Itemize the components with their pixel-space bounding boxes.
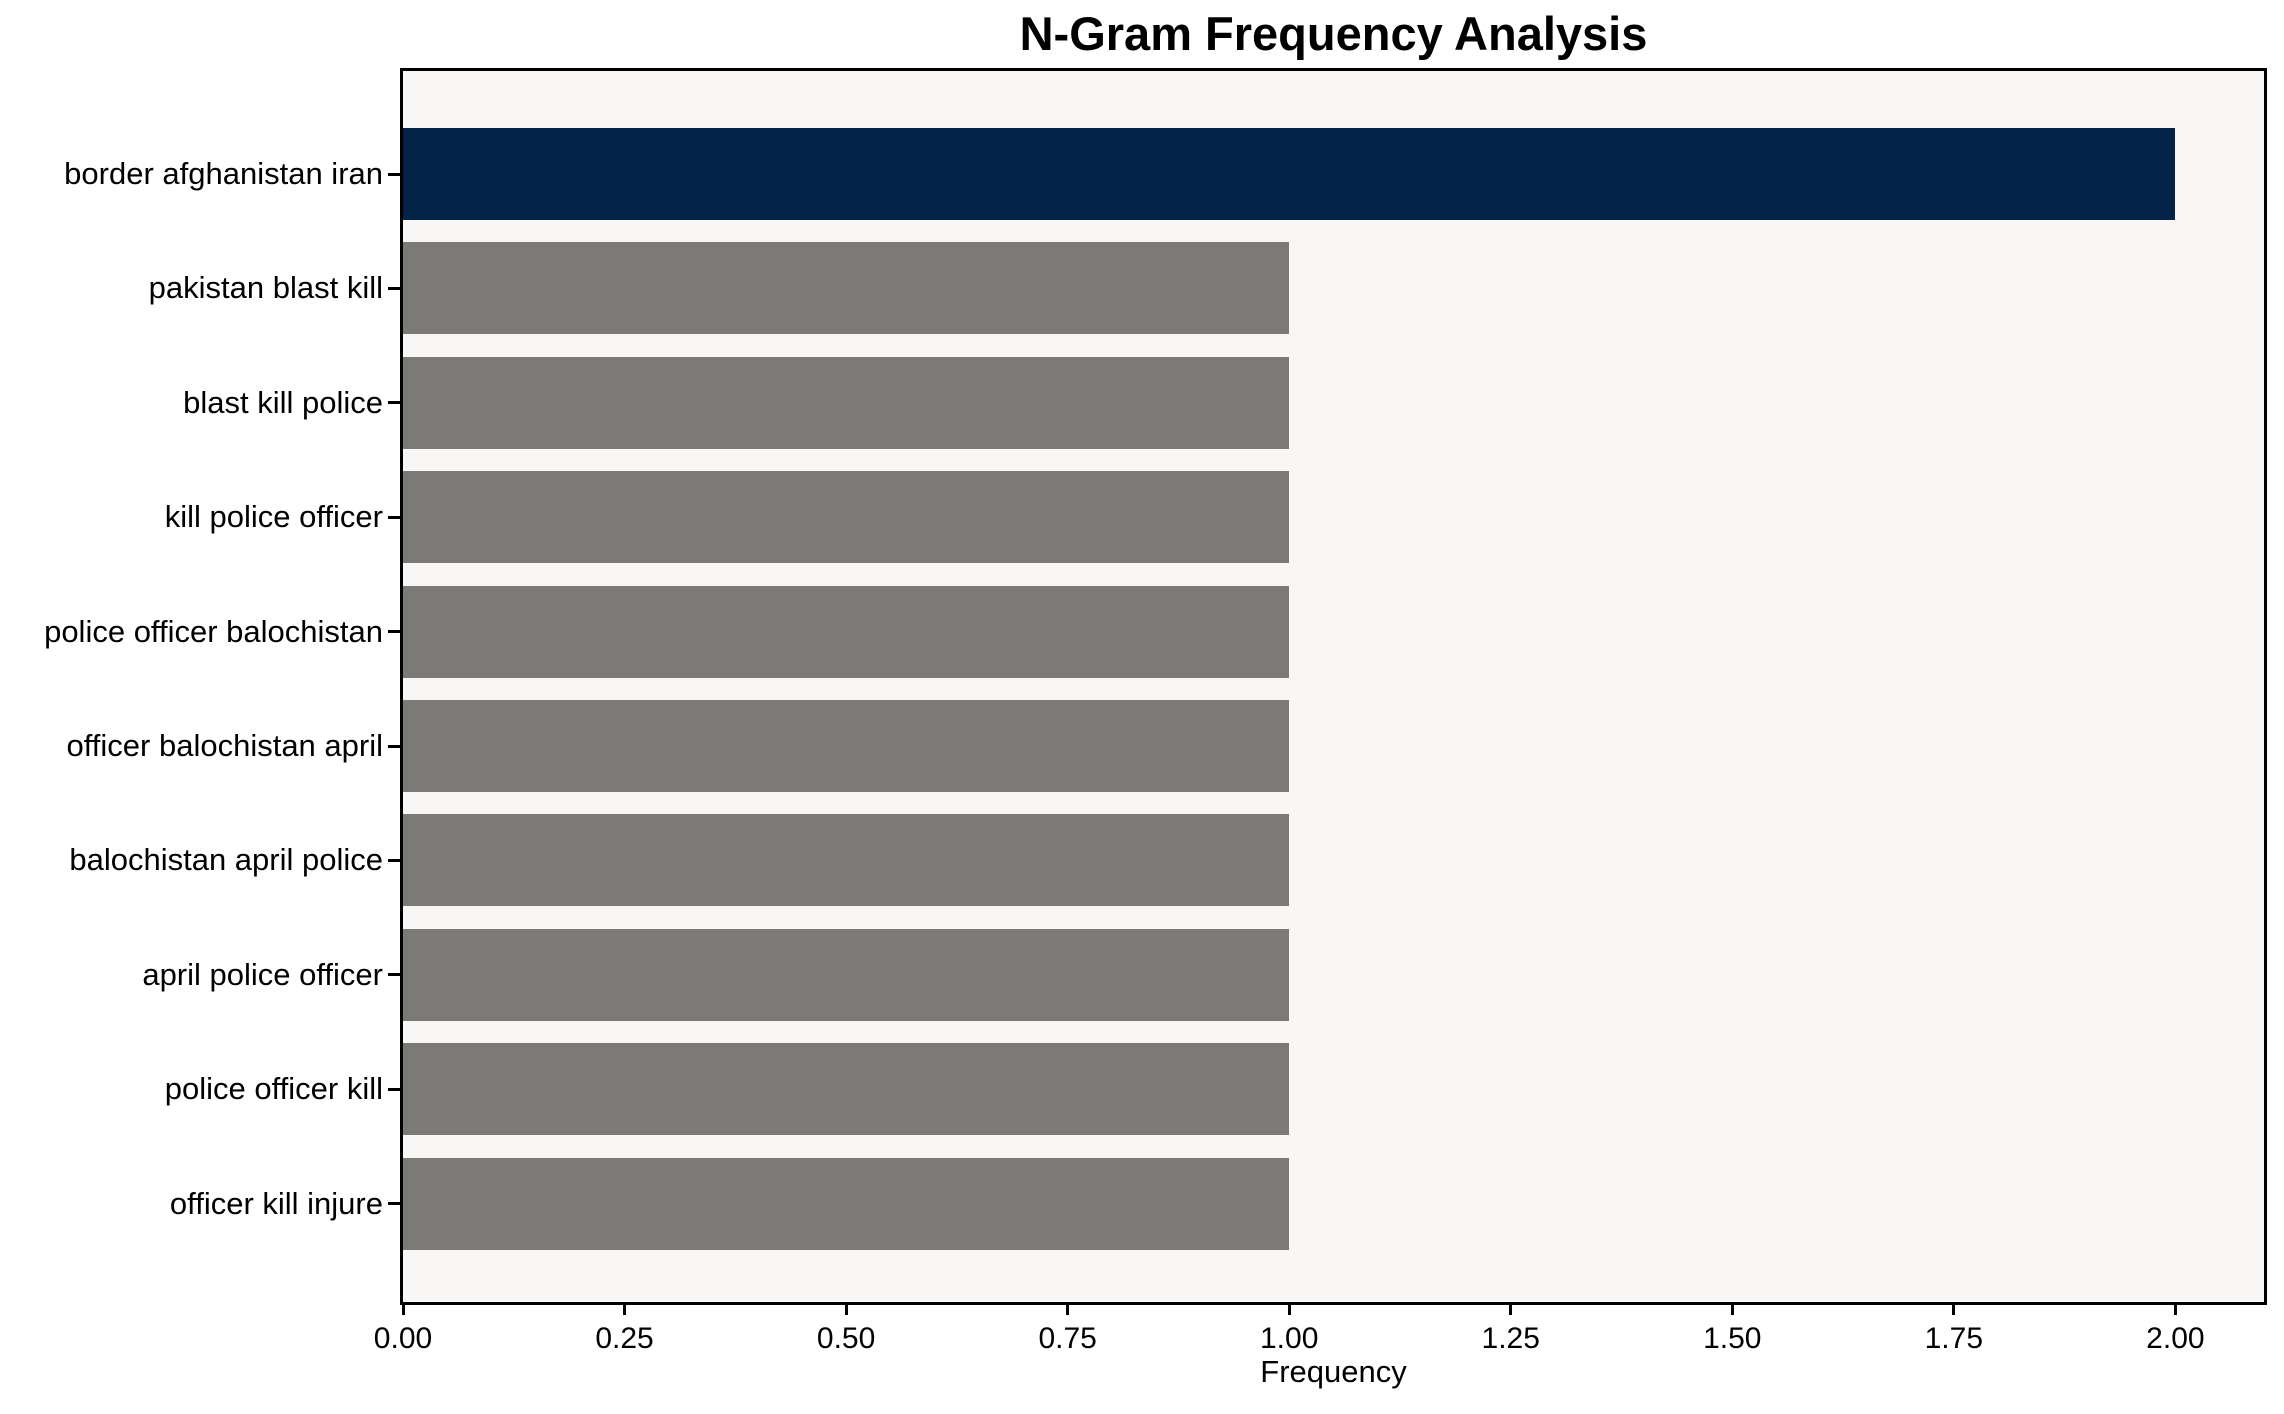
x-tick-label: 1.50 [1703, 1322, 1762, 1355]
y-tick-label: border afghanistan iran [64, 156, 383, 191]
y-tick-mark [388, 744, 400, 748]
y-tick-label: blast kill police [183, 384, 383, 420]
x-axis-title: Frequency [1260, 1354, 1407, 1389]
bar-border-afghanistan-iran [403, 128, 2176, 220]
x-tick-mark [2173, 1302, 2177, 1315]
y-tick-label: police officer balochistan [44, 613, 383, 649]
x-tick-mark [844, 1302, 848, 1315]
y-tick-label: officer kill injure [169, 1185, 383, 1221]
x-tick-label: 0.75 [1038, 1322, 1097, 1355]
x-tick-label: 0.25 [595, 1322, 654, 1355]
y-tick-mark [388, 1087, 400, 1091]
bar-balochistan-april-police [403, 814, 1290, 907]
y-tick-mark [388, 515, 400, 519]
y-tick-label: pakistan blast kill [148, 270, 383, 306]
x-tick-mark [1730, 1302, 1734, 1315]
bar-pakistan-blast-kill [403, 242, 1290, 335]
x-tick-mark [1287, 1302, 1291, 1315]
y-tick-mark [388, 172, 400, 176]
bar-officer-balochistan-april [403, 700, 1290, 792]
bar-police-officer-kill [403, 1043, 1290, 1136]
y-tick-label: police officer kill [164, 1071, 383, 1107]
x-tick-label: 1.75 [1924, 1322, 1984, 1355]
x-tick-label: 1.00 [1259, 1322, 1319, 1355]
plot-area [400, 68, 2267, 1305]
y-tick-label: officer balochistan april [66, 728, 384, 763]
y-tick-mark [388, 286, 400, 290]
bar-officer-kill-injure [403, 1157, 1290, 1250]
x-tick-label: 0.00 [373, 1322, 433, 1355]
bar-april-police-officer [403, 928, 1290, 1021]
x-tick-mark [401, 1302, 405, 1315]
y-tick-mark [388, 973, 400, 977]
x-tick-label: 0.50 [816, 1322, 876, 1355]
y-tick-mark [388, 630, 400, 634]
y-tick-mark [388, 858, 400, 862]
bar-blast-kill-police [403, 356, 1290, 449]
x-tick-mark [1509, 1302, 1513, 1315]
y-tick-label: balochistan april police [69, 842, 383, 878]
bar-kill-police-officer [403, 471, 1290, 564]
bar-police-officer-balochistan [403, 585, 1290, 678]
x-tick-mark [1066, 1302, 1070, 1315]
y-tick-mark [388, 1202, 400, 1206]
y-tick-mark [388, 401, 400, 405]
chart-title: N-Gram Frequency Analysis [1019, 7, 1648, 60]
x-tick-mark [623, 1302, 627, 1315]
y-tick-label: april police officer [142, 956, 383, 992]
x-tick-label: 2.00 [2146, 1322, 2205, 1355]
x-tick-mark [1952, 1302, 1956, 1315]
y-tick-label: kill police officer [164, 499, 383, 535]
x-tick-label: 1.25 [1481, 1322, 1540, 1355]
